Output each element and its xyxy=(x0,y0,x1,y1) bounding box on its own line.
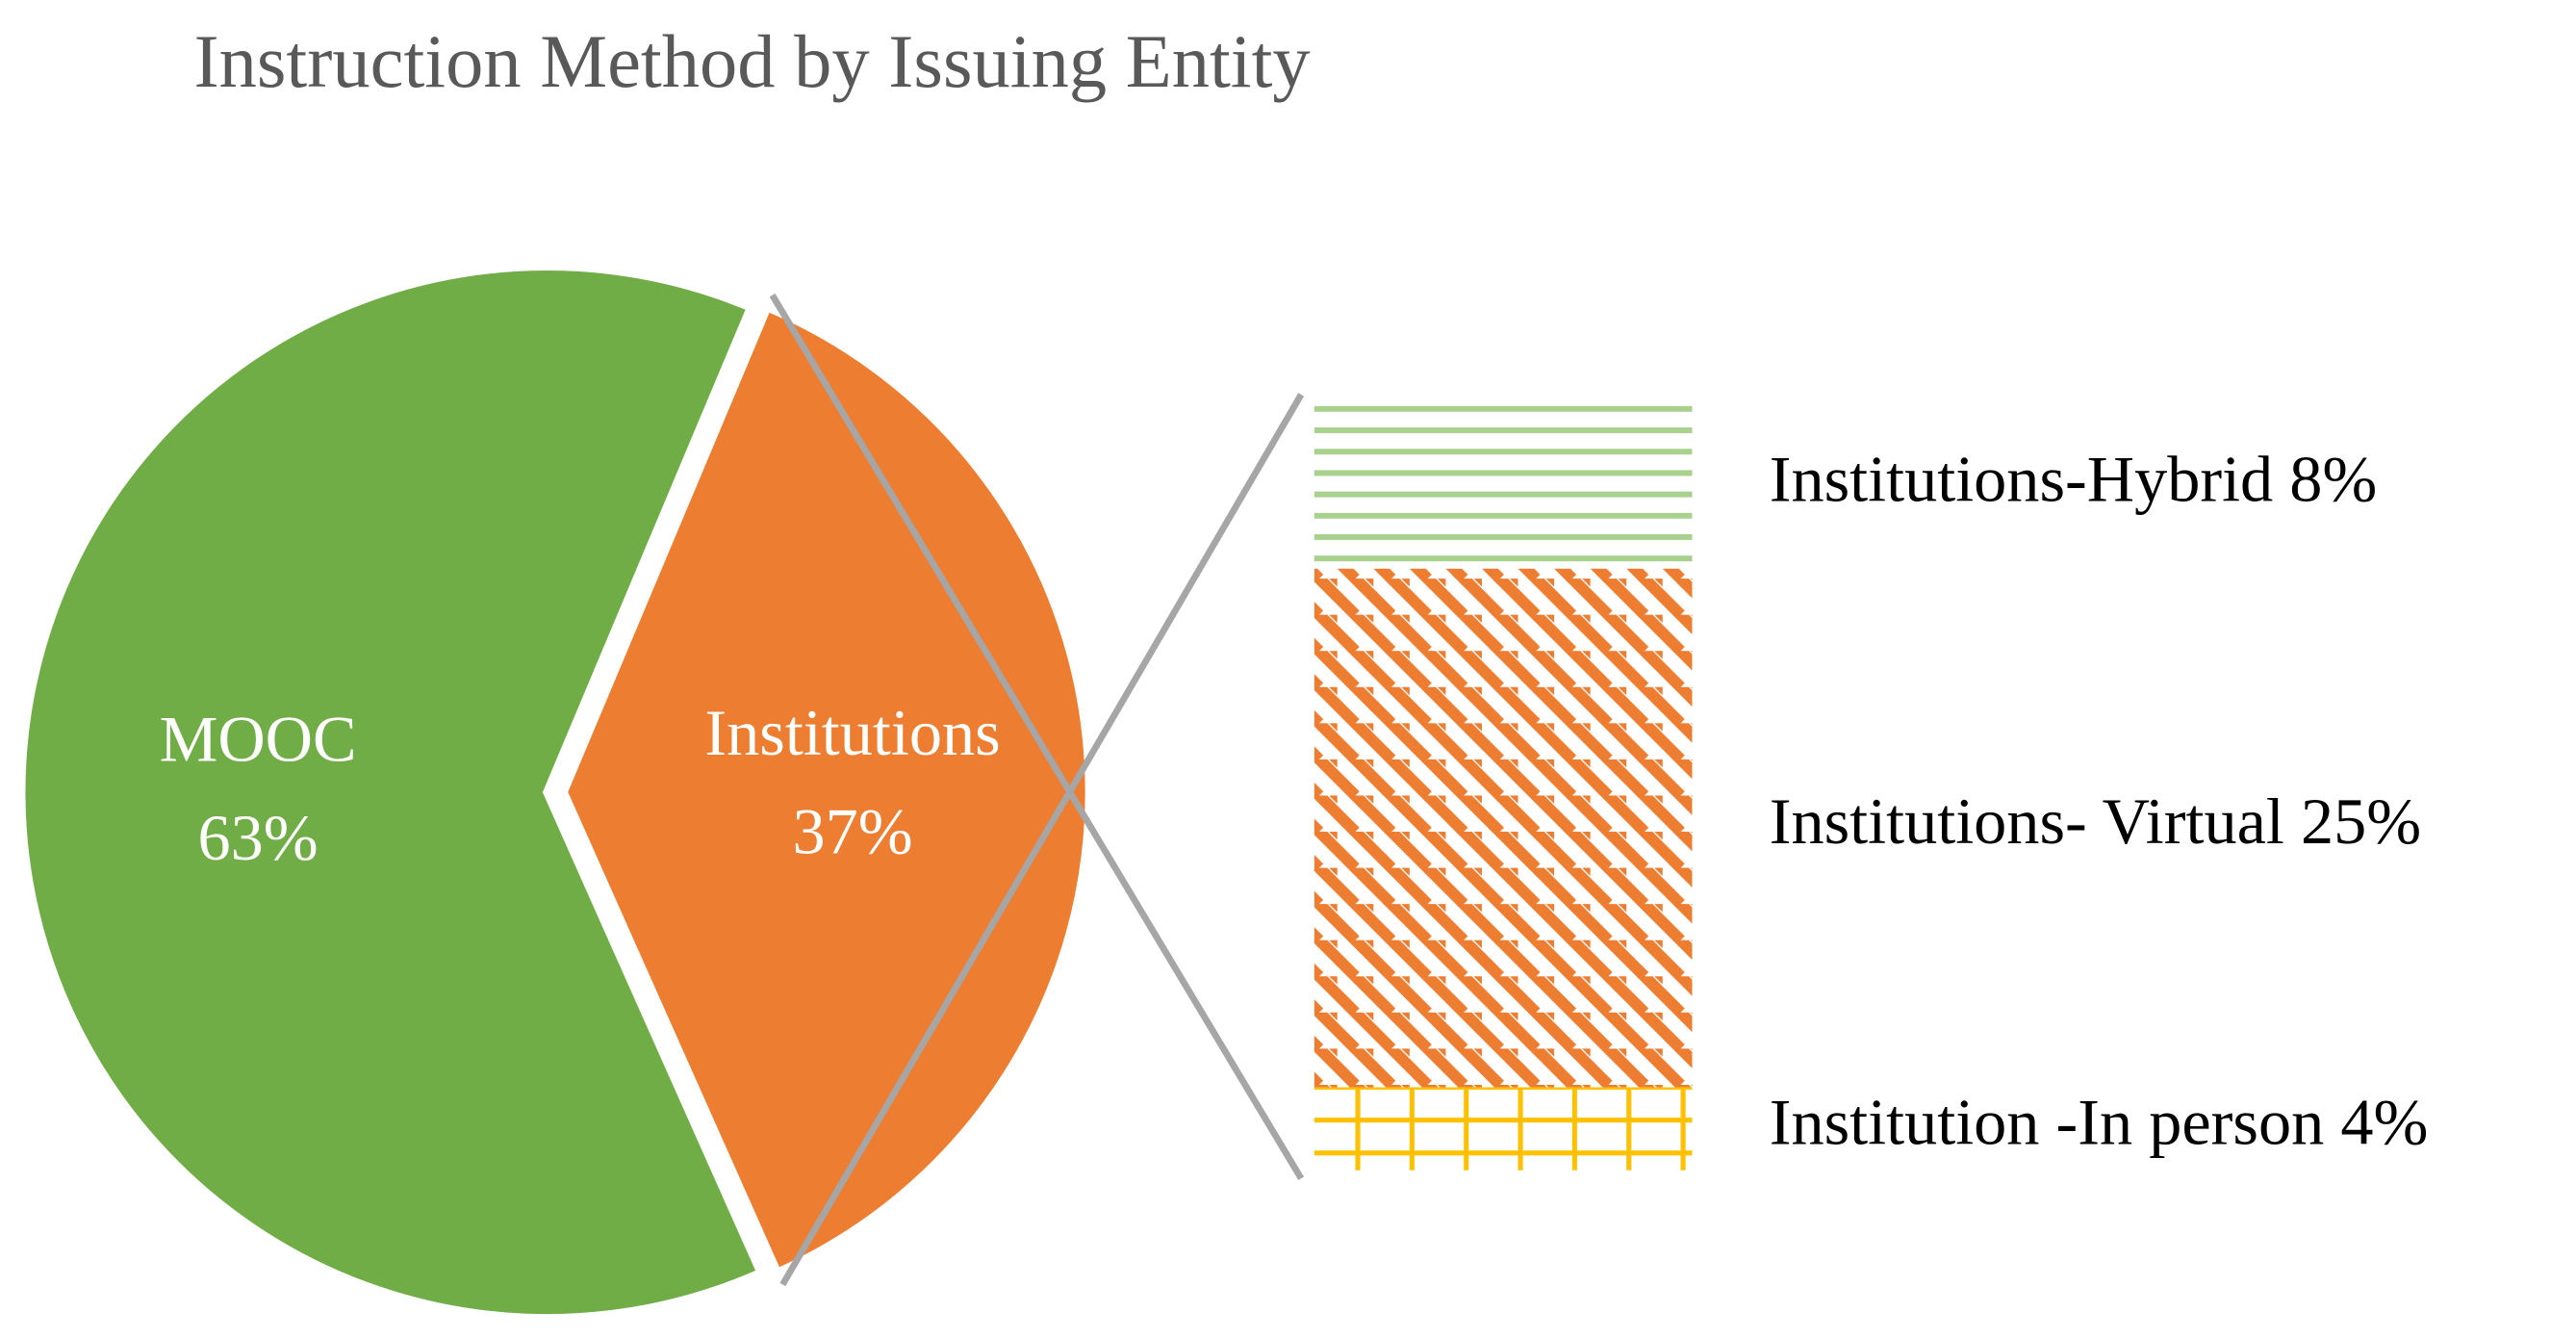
segment-name: Institutions- Virtual xyxy=(1770,785,2284,858)
segment-name: Institutions-Hybrid xyxy=(1770,442,2273,515)
segment-value-label: 4% xyxy=(2340,1085,2428,1158)
slice-value-label: 37% xyxy=(792,795,912,868)
segment-value-label: 25% xyxy=(2301,785,2421,858)
segment-label: Institutions- Virtual 25% xyxy=(1770,785,2421,858)
connector-line xyxy=(769,293,1305,1181)
slice-label: MOOC xyxy=(160,703,357,776)
chart-title: Instruction Method by Issuing Entity xyxy=(193,19,1310,103)
pie-slice xyxy=(16,262,767,1323)
bar-segment xyxy=(1314,568,1693,1088)
slice-value-label: 63% xyxy=(197,801,318,874)
bar-segment xyxy=(1314,402,1693,569)
pie-slice xyxy=(558,301,1094,1278)
segment-value-label: 8% xyxy=(2289,442,2377,515)
segment-label: Institution -In person 4% xyxy=(1770,1085,2429,1158)
bar-segment xyxy=(1314,1087,1693,1171)
segment-label: Institutions-Hybrid 8% xyxy=(1770,442,2378,515)
slice-label: Institutions xyxy=(704,696,1000,769)
segment-name: Institution -In person xyxy=(1770,1085,2325,1158)
connector-line xyxy=(779,393,1305,1287)
